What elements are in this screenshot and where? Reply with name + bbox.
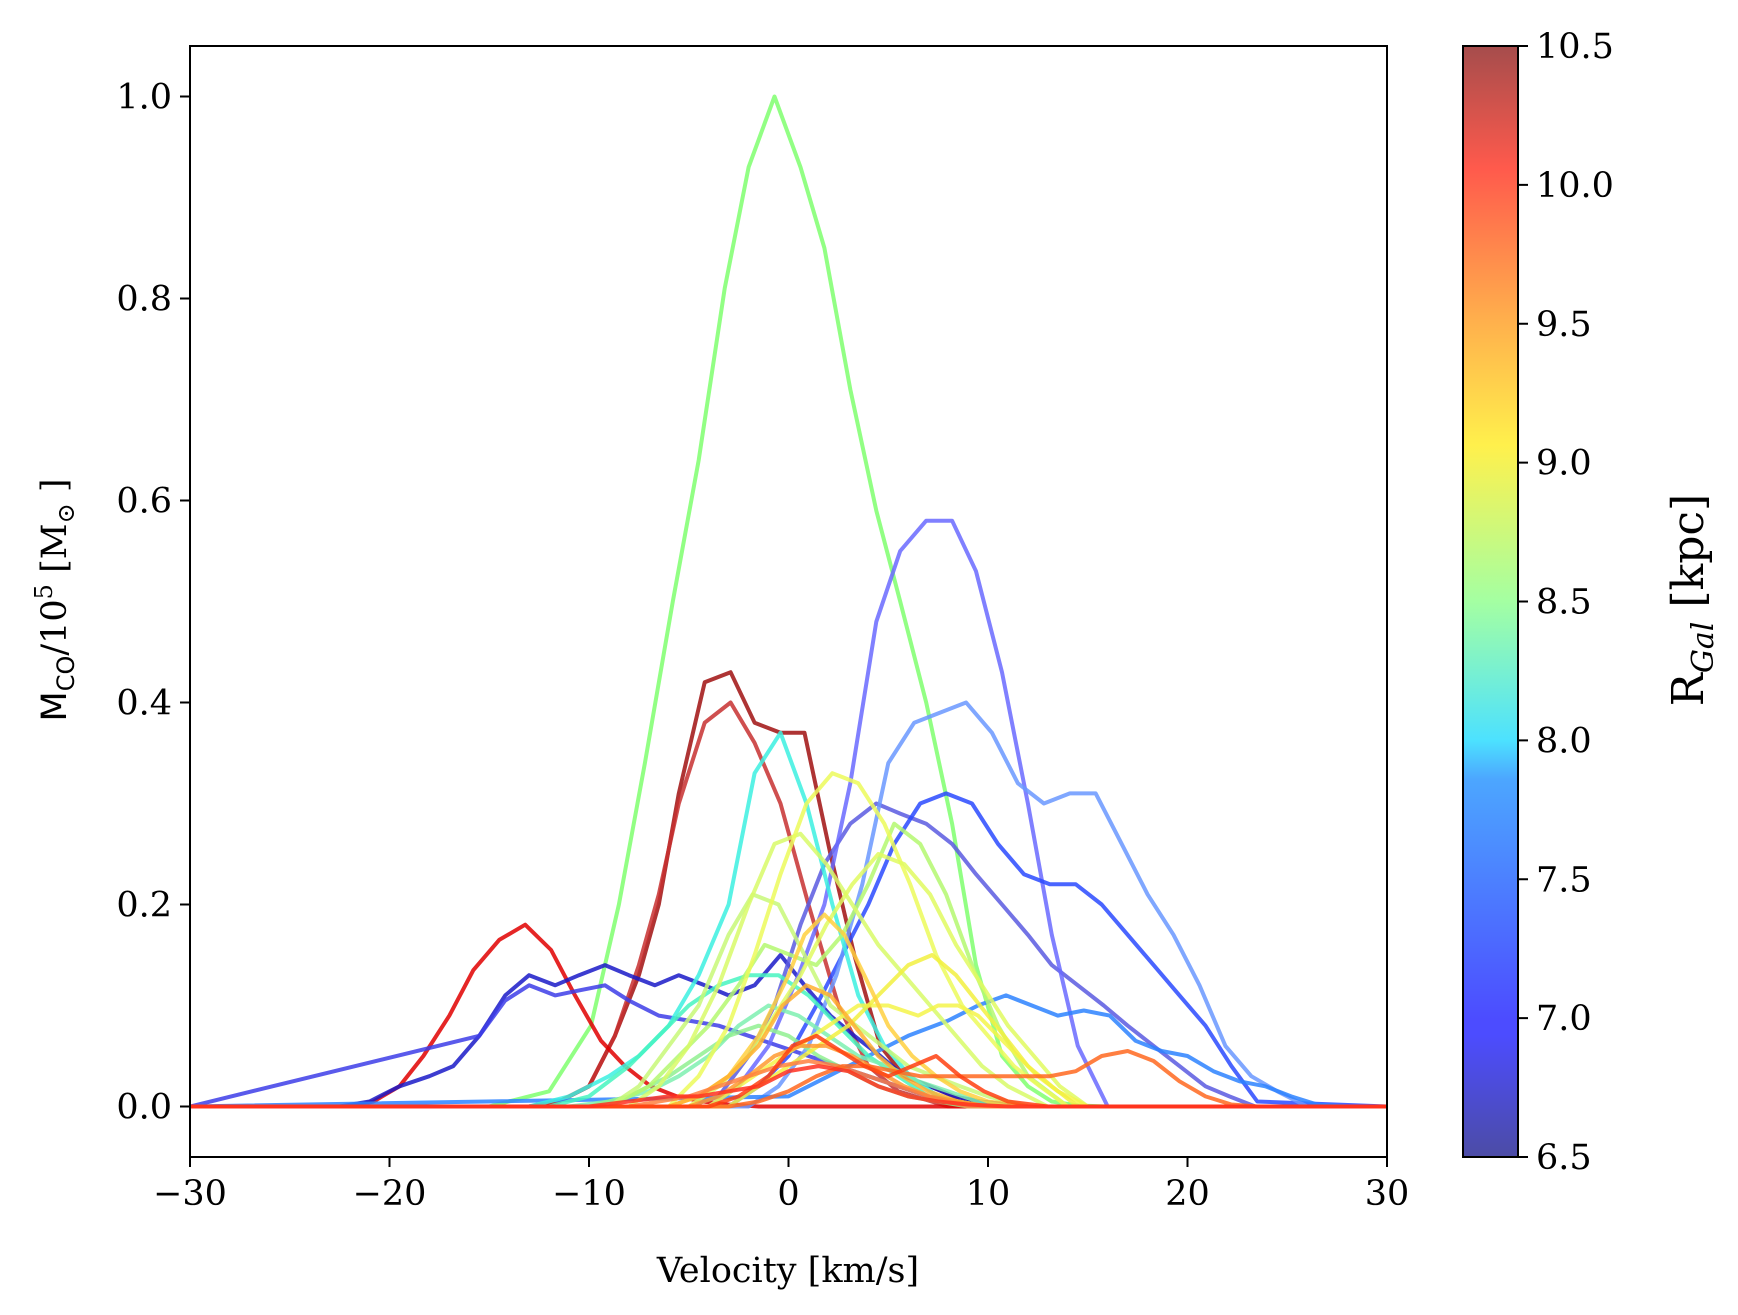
y-axis-title: MCO/105 [M⊙ ] [30,479,80,722]
y-axis-title-exp: 5 [30,584,58,599]
colorbar [1463,46,1518,1157]
x-tick-label: 20 [1165,1174,1210,1214]
y-axis: 0.0 0.2 0.4 0.6 0.8 1.0 [116,78,190,1128]
y-axis-title-over: /10 [35,599,75,655]
y-tick-label: 0.4 [116,684,172,724]
colorbar-title: RGal [kpc] [1663,494,1721,706]
colorbar-tick-label: 9.5 [1536,305,1592,345]
colorbar-tick-label: 10.5 [1536,27,1614,67]
colorbar-tick-label: 8.0 [1536,721,1592,761]
y-tick-label: 1.0 [116,78,172,118]
y-tick-label: 0.2 [116,886,172,926]
colorbar-title-r: R [1663,671,1714,706]
x-axis: −30 −20 −10 0 10 20 30 [153,1157,1409,1214]
series-line-10 [190,993,1387,1109]
x-tick-label: 30 [1365,1174,1410,1214]
series-line-28 [190,1064,1387,1109]
x-tick-label: 0 [777,1174,799,1214]
series-line-17 [190,831,1387,1109]
series-line-9 [190,700,1387,1109]
y-axis-title-m: M [35,691,75,721]
series-line-16 [190,892,1387,1109]
colorbar-tick-label: 6.5 [1536,1138,1592,1178]
series-line-3 [190,922,1387,1109]
series-line-26 [190,1049,1387,1109]
colorbar-tick-label: 8.5 [1536,583,1592,623]
colorbar-tick-label: 9.0 [1536,444,1592,484]
y-tick-label: 0.6 [116,482,172,522]
x-tick-label: −20 [353,1174,427,1214]
colorbar-axis: 6.5 7.0 7.5 8.0 8.5 9.0 9.5 10.0 10.5 [1518,27,1614,1178]
y-axis-title-close: ] [35,479,75,504]
series-layer [190,94,1387,1109]
series-line-7 [190,518,1387,1109]
y-tick-label: 0.8 [116,280,172,320]
x-tick-label: −30 [153,1174,227,1214]
x-tick-label: −10 [552,1174,626,1214]
y-axis-title-unit: [M [35,523,75,584]
colorbar-title-unit: [kpc] [1663,494,1714,622]
x-axis-title: Velocity [km/s] [656,1251,919,1291]
y-axis-title-sun: ⊙ [52,503,80,523]
x-tick-label: 10 [966,1174,1011,1214]
colorbar-tick-label: 7.5 [1536,860,1592,900]
colorbar-tick-label: 7.0 [1536,999,1592,1039]
series-line-4 [190,953,1387,1109]
series-line-25 [190,1059,1387,1109]
colorbar-title-sub: Gal [1686,622,1721,673]
series-line-0 [190,94,1387,1109]
colorbar-tick-label: 10.0 [1536,166,1614,206]
y-axis-title-co: CO [52,656,80,692]
y-tick-label: 0.0 [116,1088,172,1128]
series-line-18 [190,771,1387,1109]
